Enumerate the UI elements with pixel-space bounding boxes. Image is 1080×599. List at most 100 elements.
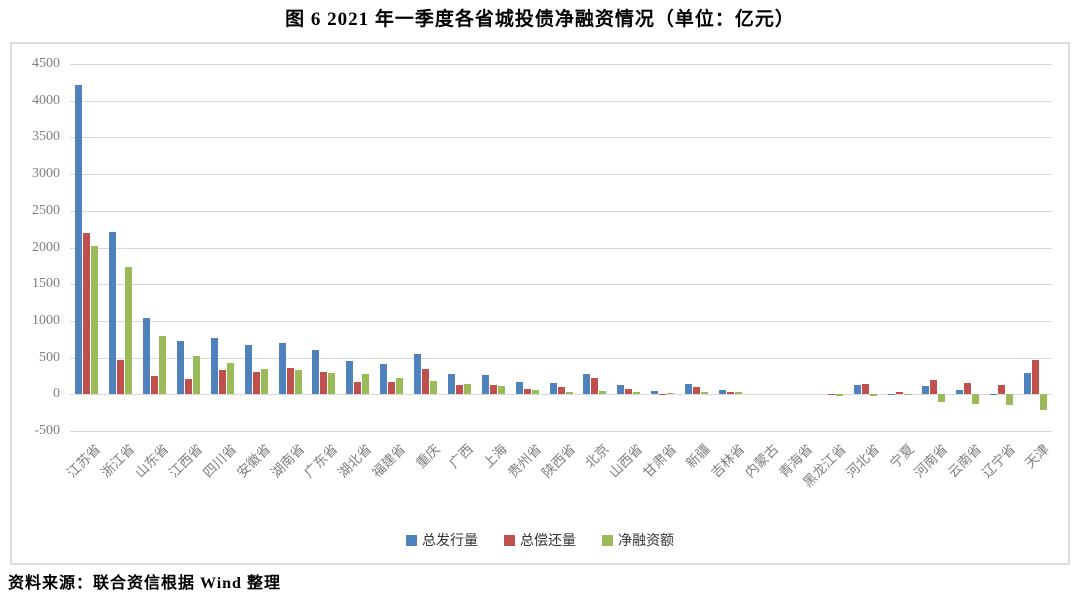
bar-总发行量-广东省 [312,350,320,395]
x-axis-label: 江苏省 [64,441,104,481]
source-note: 资料来源：联合资信根据 Wind 整理 [8,575,281,592]
bar-总发行量-河南省 [921,385,929,395]
legend-label: 净融资额 [618,534,674,549]
bar-净融资额-黑龙江省 [836,394,844,397]
y-axis-tick-label: 3000 [32,166,60,182]
bar-总发行量-安徽省 [244,345,252,395]
bar-总发行量-贵州省 [515,382,523,395]
bar-总偿还量-云南省 [963,383,971,395]
bar-净融资额-山东省 [159,336,167,395]
bar-总偿还量-江苏省 [83,233,91,395]
bar-净融资额-四川省 [226,363,234,395]
x-axis-label: 湖南省 [267,441,308,481]
bar-总发行量-广西 [447,374,455,395]
bar-净融资额-江苏省 [91,246,99,395]
bar-总偿还量-湖北省 [354,381,362,395]
bar-总发行量-上海 [481,374,489,395]
bar-净融资额-上海 [497,385,505,395]
bar-总发行量-山西省 [617,384,625,395]
bar-总发行量-辽宁省 [989,393,997,395]
bar-总发行量-陕西省 [549,383,557,395]
gridline [70,137,1052,139]
gridline [70,394,1052,396]
y-axis-tick-label: 0 [53,386,60,402]
bar-总偿还量-河北省 [862,384,870,395]
bar-净融资额-辽宁省 [1005,394,1013,405]
x-axis-label: 河北省 [843,441,883,481]
y-axis-tick-label: 2500 [32,202,60,218]
bar-净融资额-湖北省 [362,373,370,395]
bar-净融资额-陕西省 [565,392,573,395]
gridline [70,357,1052,359]
bar-净融资额-宁夏 [904,394,912,396]
x-axis-label: 天津 [1022,441,1052,471]
x-axis-label: 内蒙古 [741,441,782,481]
x-axis-label: 云南省 [945,441,985,481]
x-axis-label: 福建省 [369,441,409,481]
bar-总偿还量-河南省 [929,380,937,395]
y-axis-tick-label: 3500 [32,129,60,145]
bar-总发行量-新疆 [684,384,692,395]
bar-总发行量-云南省 [955,389,963,395]
y-axis-tick-label: 1500 [32,276,60,292]
bar-净融资额-新疆 [700,392,708,395]
bar-净融资额-云南省 [971,394,979,404]
x-axis-label: 湖北省 [335,441,375,481]
bar-总发行量-重庆 [414,354,422,395]
bar-总偿还量-辽宁省 [997,385,1005,395]
bar-总偿还量-广西 [455,384,463,395]
legend-item-总偿还量: 总偿还量 [504,530,576,550]
bar-总偿还量-重庆 [422,369,430,395]
legend-label: 总发行量 [422,534,478,549]
bar-总偿还量-北京 [591,377,599,395]
x-axis-label: 宁夏 [886,441,917,471]
bar-净融资额-广西 [463,383,471,395]
x-axis-label: 山西省 [606,441,646,481]
bar-净融资额-江西省 [193,356,201,395]
plot-area: 4500 4000 3500 3000 2500 2000 1500 1000 500 0 -500… [12,44,1068,563]
y-axis-tick-label: 500 [39,349,60,365]
x-axis-label: 新疆 [683,441,714,471]
legend-item-总发行量: 总发行量 [406,530,478,550]
bar-总发行量-江苏省 [75,84,83,395]
bar-总发行量-江西省 [177,340,185,395]
bar-净融资额-甘肃省 [667,392,675,395]
x-axis-label: 贵州省 [504,441,545,481]
bar-总偿还量-新疆 [692,386,700,395]
y-axis-tick-label: 1000 [32,312,60,328]
x-axis-label: 四川省 [200,441,240,481]
y-axis-tick-label: -500 [34,423,60,438]
bar-净融资额-贵州省 [531,389,539,395]
bar-净融资额-安徽省 [260,368,268,395]
bar-净融资额-广东省 [328,372,336,395]
bar-净融资额-北京 [599,390,607,395]
bar-总偿还量-安徽省 [252,372,260,395]
y-axis-tick-label: 4000 [32,92,60,108]
bar-总偿还量-甘肃省 [659,393,667,395]
bar-净融资额-浙江省 [125,266,133,395]
x-axis-label: 吉林省 [707,441,748,481]
legend-item-净融资额: 净融资额 [602,530,674,550]
bar-总偿还量-山东省 [151,375,159,395]
bar-总发行量-吉林省 [718,389,726,395]
bar-总偿还量-上海 [489,385,497,395]
bar-总发行量-福建省 [380,363,388,395]
bar-总偿还量-宁夏 [896,392,904,395]
bar-净融资额-吉林省 [734,392,742,395]
bar-总发行量-山东省 [143,317,151,395]
bar-总发行量-北京 [583,373,591,395]
legend-label: 总偿还量 [520,534,576,549]
y-axis-tick-label: 4500 [32,56,60,71]
bar-总偿还量-福建省 [388,381,396,395]
bar-净融资额-山西省 [633,392,641,395]
bar-净融资额-福建省 [396,377,404,395]
x-axis-label: 甘肃省 [640,441,680,481]
bar-净融资额-重庆 [430,380,438,395]
bar-净融资额-湖南省 [294,369,302,395]
legend-swatch-icon [602,534,613,546]
bar-净融资额-河北省 [870,394,878,396]
gridline [70,320,1052,322]
bar-总偿还量-浙江省 [117,359,125,395]
x-axis-label: 广西 [446,441,477,471]
x-axis-label: 重庆 [412,441,443,471]
